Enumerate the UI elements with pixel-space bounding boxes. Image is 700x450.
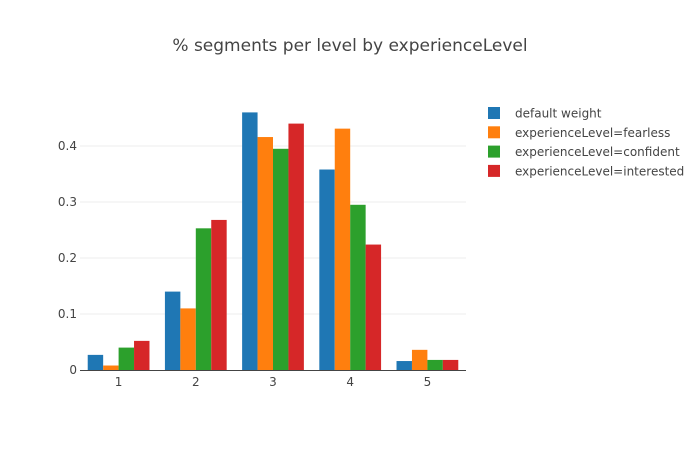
y-tick-label: 0.2 [58, 251, 77, 265]
x-tick-label: 5 [424, 375, 432, 389]
x-axis-ticks: 1 2 3 4 5 [115, 375, 431, 389]
legend-item[interactable]: experienceLevel=fearless [488, 126, 670, 140]
legend-swatch [488, 107, 500, 119]
legend-item[interactable]: default weight [488, 107, 602, 121]
bar-4-2[interactable] [211, 219, 227, 370]
bar-4-1[interactable] [134, 340, 150, 370]
bar-1-5[interactable] [396, 361, 412, 370]
bar-2-2[interactable] [180, 308, 196, 370]
bar-2-3[interactable] [257, 137, 273, 370]
bar-4-4[interactable] [365, 244, 382, 370]
legend-swatch [488, 145, 500, 158]
bar-2-5[interactable] [411, 349, 428, 370]
legend-swatch [488, 164, 500, 177]
bar-4-3[interactable] [288, 123, 304, 370]
y-tick-label: 0 [69, 363, 77, 377]
legend-label: default weight [515, 107, 602, 121]
y-tick-label: 0.4 [58, 139, 77, 153]
bar-1-3[interactable] [242, 112, 258, 371]
legend[interactable]: default weight experienceLevel=fearless ex… [488, 107, 684, 179]
bar-4-5[interactable] [442, 359, 459, 370]
y-tick-label: 0.3 [58, 195, 77, 209]
bar-3-5[interactable] [427, 359, 443, 370]
bar-1-4[interactable] [319, 169, 335, 370]
y-tick-label: 0.1 [58, 307, 77, 321]
legend-item[interactable]: experienceLevel=interested [488, 164, 684, 178]
bar-1-1[interactable] [87, 354, 104, 370]
x-tick-label: 1 [115, 375, 123, 389]
bar-3-4[interactable] [350, 204, 366, 370]
x-tick-label: 3 [269, 375, 277, 389]
x-tick-label: 2 [192, 375, 200, 389]
bar-2-1[interactable] [103, 365, 119, 370]
chart-title: % segments per level by experienceLevel [172, 36, 527, 56]
bar-1-2[interactable] [164, 291, 181, 370]
y-axis-ticks: 0 0.1 0.2 0.3 0.4 [58, 139, 77, 377]
legend-label: experienceLevel=interested [515, 164, 684, 178]
legend-swatch [488, 126, 500, 139]
bars [87, 112, 459, 371]
x-tick-label: 4 [346, 375, 354, 389]
bar-2-4[interactable] [334, 128, 351, 370]
bar-3-2[interactable] [195, 228, 212, 370]
legend-label: experienceLevel=fearless [515, 126, 670, 140]
bar-3-3[interactable] [273, 148, 289, 370]
legend-item[interactable]: experienceLevel=confident [488, 145, 680, 159]
legend-label: experienceLevel=confident [515, 145, 680, 159]
bar-3-1[interactable] [118, 347, 135, 370]
